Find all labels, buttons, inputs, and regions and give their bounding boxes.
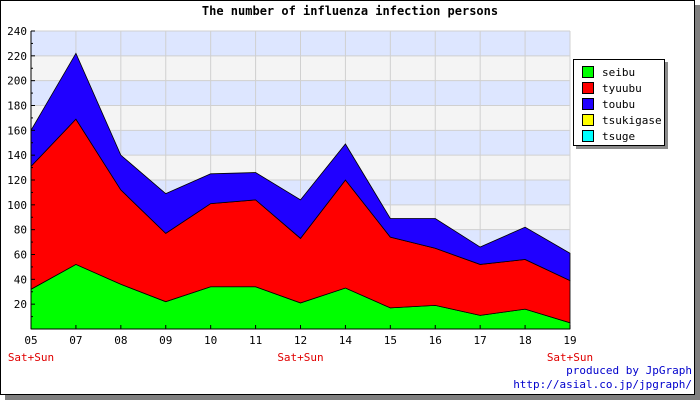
y-tick-label: 140 xyxy=(7,149,27,162)
y-tick-label: 160 xyxy=(7,124,27,137)
footer-produced-by: produced by JpGraph xyxy=(566,364,692,377)
weekend-label: Sat+Sun xyxy=(547,351,593,364)
x-tick-label: 10 xyxy=(204,334,217,347)
legend: seibu tyuubu toubu tsukigase tsuge xyxy=(573,59,665,146)
y-tick-label: 20 xyxy=(14,298,27,311)
y-tick-label: 120 xyxy=(7,174,27,187)
x-tick-labels: 05 Sat+Sun 07 08 09 10 11 12 Sat+Sun 14 15 16 17 18 19… xyxy=(8,334,593,364)
x-tick-label: 16 xyxy=(429,334,442,347)
x-tick-label: 12 xyxy=(294,334,307,347)
legend-swatch xyxy=(582,98,594,110)
area-series-toubu xyxy=(30,52,571,282)
legend-label: tyuubu xyxy=(602,81,642,95)
x-tick-label: 14 xyxy=(339,334,353,347)
x-tick-label: 11 xyxy=(249,334,262,347)
x-tick-label: 15 xyxy=(384,334,397,347)
legend-swatch xyxy=(582,82,594,94)
footer-credit: produced by JpGraph http://asial.co.jp/j… xyxy=(513,364,692,392)
legend-item-seibu: seibu xyxy=(582,65,635,79)
legend-swatch xyxy=(582,130,594,142)
chart-title: The number of influenza infection person… xyxy=(202,4,498,18)
x-tick-label: 05 xyxy=(24,334,37,347)
footer-url: http://asial.co.jp/jpgraph/ xyxy=(513,378,692,391)
y-tick-labels: 20 40 60 80 100 120 140 160 180 200 220 240 xyxy=(7,25,27,311)
y-tick-label: 240 xyxy=(7,25,27,38)
legend-item-tyuubu: tyuubu xyxy=(582,81,642,95)
weekend-label: Sat+Sun xyxy=(277,351,323,364)
legend-swatch xyxy=(582,114,594,126)
legend-label: tsuge xyxy=(602,129,636,143)
legend-item-tsukigase: tsukigase xyxy=(582,113,662,127)
y-tick-label: 60 xyxy=(14,249,27,262)
legend-label: seibu xyxy=(602,65,636,79)
y-tick-label: 100 xyxy=(7,199,27,212)
y-tick-label: 40 xyxy=(14,273,27,286)
x-tick-label: 08 xyxy=(114,334,127,347)
x-tick-label: 07 xyxy=(69,334,82,347)
legend-label: toubu xyxy=(602,97,636,111)
x-tick-label: 17 xyxy=(474,334,487,347)
legend-item-tsuge: tsuge xyxy=(582,129,635,143)
legend-item-toubu: toubu xyxy=(582,97,635,111)
y-tick-label: 220 xyxy=(7,50,27,63)
axes xyxy=(30,30,571,330)
y-tick-label: 80 xyxy=(14,224,27,237)
legend-label: tsukigase xyxy=(602,113,662,127)
x-tick-label: 18 xyxy=(518,334,531,347)
legend-swatch xyxy=(582,66,594,78)
y-tick-label: 180 xyxy=(7,100,27,113)
x-tick-label: 09 xyxy=(159,334,172,347)
x-tick-label: 19 xyxy=(563,334,576,347)
y-tick-label: 200 xyxy=(7,75,27,88)
weekend-label: Sat+Sun xyxy=(8,351,54,364)
